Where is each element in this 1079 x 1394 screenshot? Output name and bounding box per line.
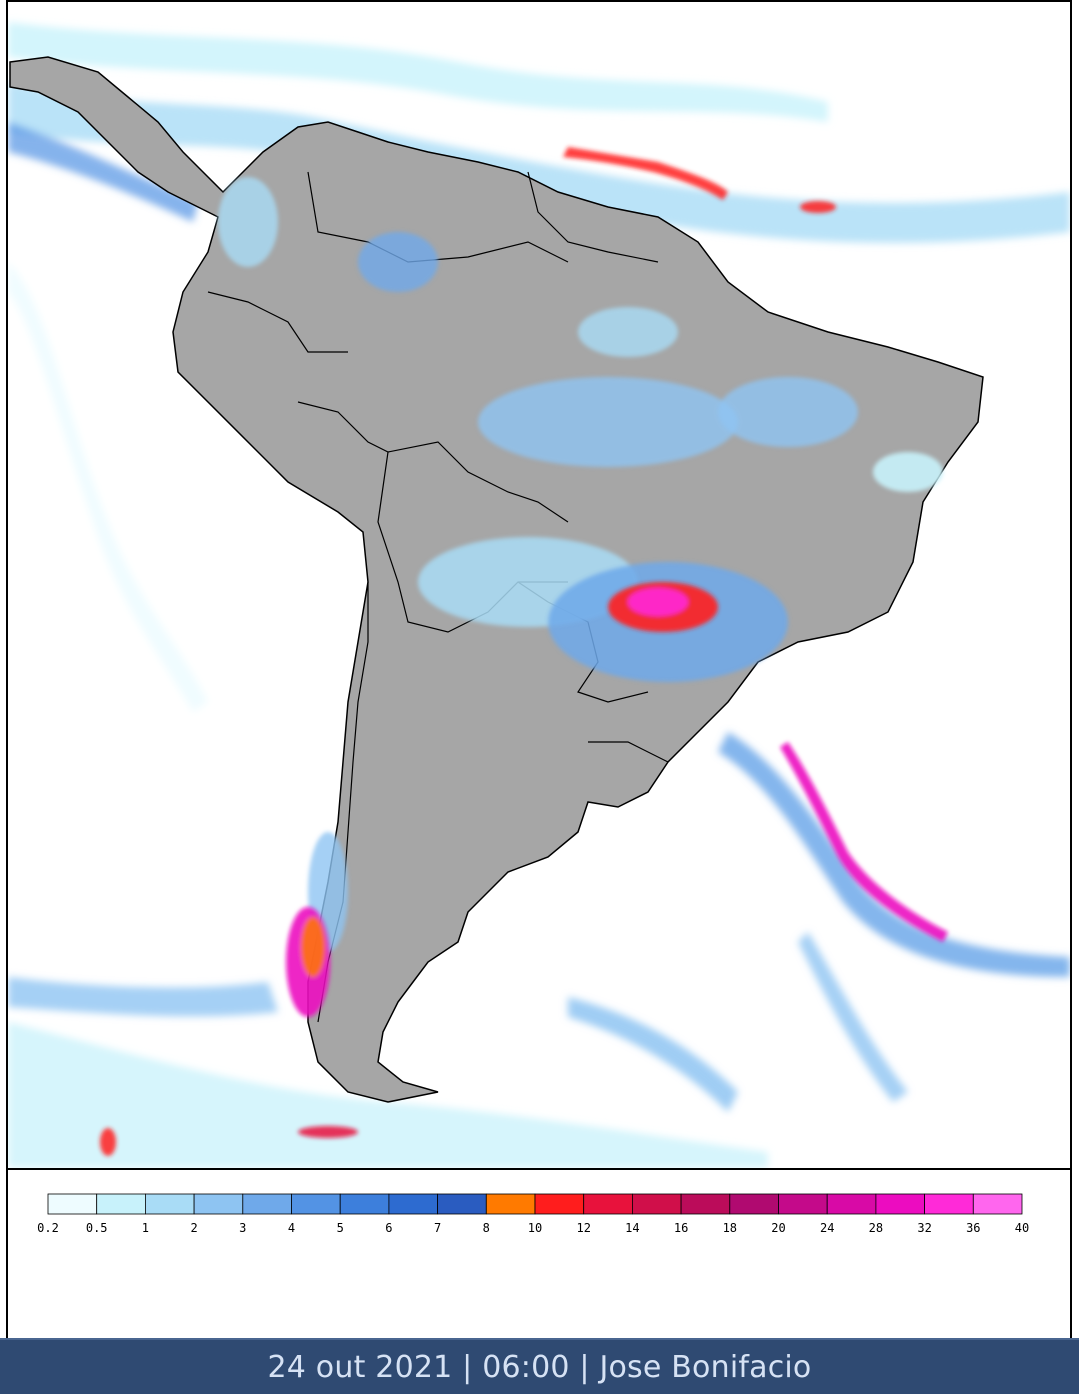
legend-label: 12 (576, 1221, 590, 1235)
legend-swatch (291, 1193, 341, 1215)
legend-swatch (388, 1193, 438, 1215)
legend-label: 2 (190, 1221, 197, 1235)
legend-swatch (778, 1193, 828, 1215)
legend-swatch (972, 1193, 1023, 1215)
legend-label: 40 (1015, 1221, 1029, 1235)
legend-label: 24 (820, 1221, 834, 1235)
legend-label: 0.5 (86, 1221, 108, 1235)
caption-bar: 24 out 2021 | 06:00 | Jose Bonifacio (0, 1338, 1079, 1394)
legend-swatch (875, 1193, 926, 1215)
legend-swatch (193, 1193, 244, 1215)
legend-swatch (680, 1193, 731, 1215)
legend-swatch (437, 1193, 487, 1215)
legend-swatch (96, 1193, 146, 1215)
legend-swatch (339, 1193, 390, 1215)
map-canvas (8, 22, 1070, 1168)
legend-label: 10 (528, 1221, 542, 1235)
legend-swatch (729, 1193, 779, 1215)
legend-swatch (583, 1193, 633, 1215)
legend-swatch (485, 1193, 536, 1215)
legend-label: 7 (434, 1221, 441, 1235)
legend-swatches (47, 1193, 1023, 1215)
legend-swatch (826, 1193, 877, 1215)
legend-swatch (924, 1193, 974, 1215)
legend-swatch (534, 1193, 585, 1215)
legend-label: 14 (625, 1221, 639, 1235)
land-precip-patches (218, 177, 943, 952)
precipitation-map (6, 0, 1072, 1170)
caption-text: 24 out 2021 | 06:00 | Jose Bonifacio (267, 1349, 812, 1385)
legend-label: 5 (337, 1221, 344, 1235)
legend-label: 18 (723, 1221, 737, 1235)
legend-area: 0.2 0.5 1 2 3 4 5 6 7 8 10 12 14 16 18 20 24 28 32 36 40 (6, 1170, 1072, 1338)
legend-label: 16 (674, 1221, 688, 1235)
legend-label: 32 (917, 1221, 931, 1235)
legend-label: 0.2 (37, 1221, 59, 1235)
legend-label: 28 (869, 1221, 883, 1235)
legend-label: 4 (288, 1221, 295, 1235)
legend-label: 3 (239, 1221, 246, 1235)
legend-label: 8 (483, 1221, 490, 1235)
legend-label: 1 (142, 1221, 149, 1235)
legend-swatch (47, 1193, 98, 1215)
legend-label: 20 (771, 1221, 785, 1235)
legend-swatch (144, 1193, 195, 1215)
legend-swatch (242, 1193, 292, 1215)
color-scale: 0.2 0.5 1 2 3 4 5 6 7 8 10 12 14 16 18 20 24 28 32 36 40 (37, 1193, 1029, 1235)
ocean-precip-bands (8, 22, 1070, 1168)
intense-precip-cores (100, 147, 948, 1156)
legend-labels: 0.2 0.5 1 2 3 4 5 6 7 8 10 12 14 16 18 20 24 28 32 36 40 (37, 1221, 1029, 1235)
legend-swatch (632, 1193, 682, 1215)
legend-label: 6 (385, 1221, 392, 1235)
legend-label: 36 (966, 1221, 980, 1235)
